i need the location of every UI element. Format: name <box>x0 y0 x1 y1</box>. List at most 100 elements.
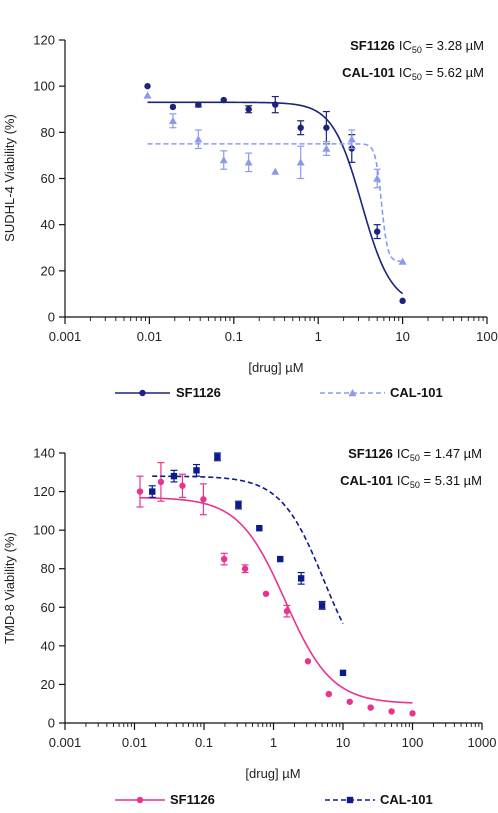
chart2-cal101-point-8 <box>318 602 326 609</box>
chart-sudhl4: 0 20 40 60 80 100 120 0.001 0.01 0.1 1 10 100 SUDHL… <box>2 33 498 401</box>
chart2-cal101-point-5 <box>256 525 263 532</box>
chart2-cal101-point-1 <box>170 472 178 480</box>
chart1-cal101-point-10 <box>398 257 407 265</box>
chart1-annotation-sf1126-ic: IC <box>399 38 412 53</box>
chart2-x-ticks: 0.001 0.01 0.1 1 10 100 1000 <box>49 723 497 750</box>
chart2-sf1126-point-8 <box>304 658 312 665</box>
chart2-y-tick-label-60: 60 <box>41 600 55 615</box>
chart2-x-tick-label-0.1: 0.1 <box>195 735 213 750</box>
chart1-y-tick-label-20: 20 <box>41 263 55 278</box>
chart2-cal101-point-9 <box>339 669 347 677</box>
chart1-y-tick-label-40: 40 <box>41 217 55 232</box>
chart1-cal101-point-9 <box>373 174 382 182</box>
chart2-y-tick-label-140: 140 <box>33 446 55 461</box>
chart1-y-ticks: 0 20 40 60 80 100 120 <box>33 33 65 325</box>
chart2-sf1126-point-3 <box>200 496 207 503</box>
chart1-annotation-cal101-drug: CAL-101 <box>342 65 395 80</box>
chart1-annotation-sf1126-sub: 50 <box>412 45 422 55</box>
chart2-y-tick-label-80: 80 <box>41 561 55 576</box>
chart2-sf1126-point-7 <box>283 607 291 615</box>
chart2-sf1126-point-10 <box>346 698 353 705</box>
chart2-annotation-cal101-sub: 50 <box>410 480 420 490</box>
chart2-series-layer <box>136 452 416 717</box>
chart2-sf1126-point-11 <box>367 704 374 711</box>
chart2-y-tick-label-0: 0 <box>48 716 55 731</box>
chart1-annotation-cal101-ic: IC <box>399 65 412 80</box>
chart1-cal101-point-0 <box>143 91 152 99</box>
chart1-axes <box>64 40 487 318</box>
chart2-annotation-cal101: CAL-101 IC50 = 5.31 µM <box>340 473 482 490</box>
chart2-sf1126-point-4 <box>220 555 228 563</box>
chart1-legend-sf1126-label: SF1126 <box>176 385 221 400</box>
chart2-annotation-sf1126-ic: IC <box>397 446 410 461</box>
chart1-sf1126-point-6 <box>297 124 304 131</box>
chart1-y-axis-title: SUDHL-4 Viability (%) <box>2 114 17 242</box>
chart1-y-tick-label-80: 80 <box>41 125 55 140</box>
chart1-legend-cal101[interactable] <box>320 389 385 397</box>
chart1-x-tick-label-100: 100 <box>476 329 498 344</box>
chart1-legend-cal101-label: CAL-101 <box>390 385 443 400</box>
chart1-x-axis-title: [drug] µM <box>248 360 303 375</box>
chart2-cal101-point-7 <box>297 575 305 582</box>
chart2-x-tick-label-1: 1 <box>270 735 277 750</box>
chart1-legend-cal101-marker <box>348 389 357 397</box>
chart1-cal101-point-2 <box>194 135 203 143</box>
chart1-legend-sf1126[interactable] <box>115 389 170 397</box>
chart2-cal101-point-3 <box>214 453 221 461</box>
chart2-legend-sf1126[interactable] <box>115 796 165 804</box>
chart2-sf1126-point-0 <box>136 488 144 495</box>
chart1-sf1126-point-0 <box>144 82 151 90</box>
chart1-series-sf1126 <box>144 82 406 305</box>
chart1-annotation-cal101-value: = 5.62 µM <box>422 65 484 80</box>
chart2-annotation-sf1126-value: = 1.47 µM <box>420 446 482 461</box>
chart1-x-tick-label-0.01: 0.01 <box>137 329 162 344</box>
chart2-legend-cal101[interactable] <box>325 796 375 804</box>
chart2-annotation-sf1126: SF1126 IC50 = 1.47 µM <box>348 446 482 463</box>
chart2-annotation-cal101-ic: IC <box>397 473 410 488</box>
chart1-annotation-sf1126-value: = 3.28 µM <box>422 38 484 53</box>
chart1-sf1126-point-7 <box>323 124 330 131</box>
chart2-x-tick-label-0.001: 0.001 <box>49 735 82 750</box>
chart-tmd8: 0 20 40 60 80 100 120 140 0.001 0.01 0.1 1 10 100 100… <box>2 446 496 808</box>
chart1-sf1126-point-2 <box>195 101 202 108</box>
chart1-cal101-point-1 <box>168 116 177 124</box>
chart1-cal101-point-5 <box>271 167 280 175</box>
chart2-x-tick-label-0.01: 0.01 <box>122 735 147 750</box>
chart2-cal101-point-6 <box>277 555 284 563</box>
chart1-cal101-point-7 <box>322 144 331 152</box>
chart2-cal101-point-0 <box>149 488 156 495</box>
chart2-sf1126-point-2 <box>179 482 186 489</box>
chart1-x-tick-label-1: 1 <box>315 329 322 344</box>
chart2-sf1126-point-13 <box>409 710 416 717</box>
chart1-legend-sf1126-marker <box>139 389 146 397</box>
chart1-sf1126-point-1 <box>169 103 177 111</box>
chart2-legend: SF1126 CAL-101 <box>115 792 433 807</box>
chart2-legend-sf1126-label: SF1126 <box>170 792 215 807</box>
chart1-series-layer <box>143 82 407 305</box>
chart2-y-tick-label-20: 20 <box>41 677 55 692</box>
chart1-sf1126-point-5 <box>272 101 279 108</box>
chart1-y-tick-label-120: 120 <box>33 33 55 48</box>
chart2-annotation-sf1126-sub: 50 <box>410 453 420 463</box>
chart2-sf1126-fit-curve <box>139 496 413 704</box>
chart1-series-cal101 <box>143 91 407 265</box>
chart1-sf1126-point-9 <box>373 228 381 235</box>
chart1-x-ticks: 0.001 0.01 0.1 1 10 100 <box>49 317 498 344</box>
chart2-legend-cal101-marker <box>346 796 354 804</box>
chart1-annotation-sf1126: SF1126 IC50 = 3.28 µM <box>350 38 484 55</box>
chart1-y-tick-label-60: 60 <box>41 171 55 186</box>
chart1-cal101-point-6 <box>296 158 305 166</box>
chart2-cal101-point-4 <box>235 501 242 509</box>
chart2-y-axis-title: TMD-8 Viability (%) <box>2 532 17 644</box>
chart2-annotation-sf1126-drug: SF1126 <box>348 446 393 461</box>
chart1-cal101-point-8 <box>347 135 356 143</box>
chart2-x-tick-label-1000: 1000 <box>468 735 497 750</box>
chart2-series-cal101 <box>148 452 347 677</box>
chart2-annotation-cal101-value: = 5.31 µM <box>420 473 482 488</box>
chart1-cal101-fit-curve <box>147 143 403 263</box>
chart2-sf1126-point-5 <box>241 565 249 572</box>
chart1-legend: SF1126 CAL-101 <box>115 385 443 400</box>
chart2-annotation-cal101-drug: CAL-101 <box>340 473 393 488</box>
chart2-y-tick-label-40: 40 <box>41 638 55 653</box>
